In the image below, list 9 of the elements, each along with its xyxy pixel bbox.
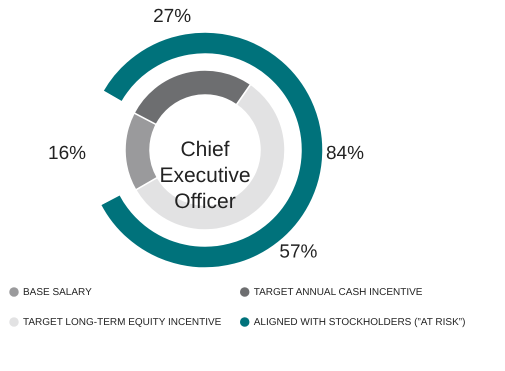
- legend-label: ALIGNED WITH STOCKHOLDERS (”AT RISK”): [254, 317, 466, 328]
- legend-label: TARGET ANNUAL CASH INCENTIVE: [254, 287, 423, 298]
- data-label: 27%: [153, 6, 192, 27]
- data-label: 16%: [48, 142, 86, 164]
- data-label: 57%: [279, 242, 318, 263]
- legend-label: TARGET LONG-TERM EQUITY INCENTIVE: [23, 317, 222, 328]
- data-label: 84%: [326, 142, 364, 164]
- legend-label: BASE SALARY: [23, 287, 92, 298]
- text: Chief Executive Officer: [159, 138, 251, 213]
